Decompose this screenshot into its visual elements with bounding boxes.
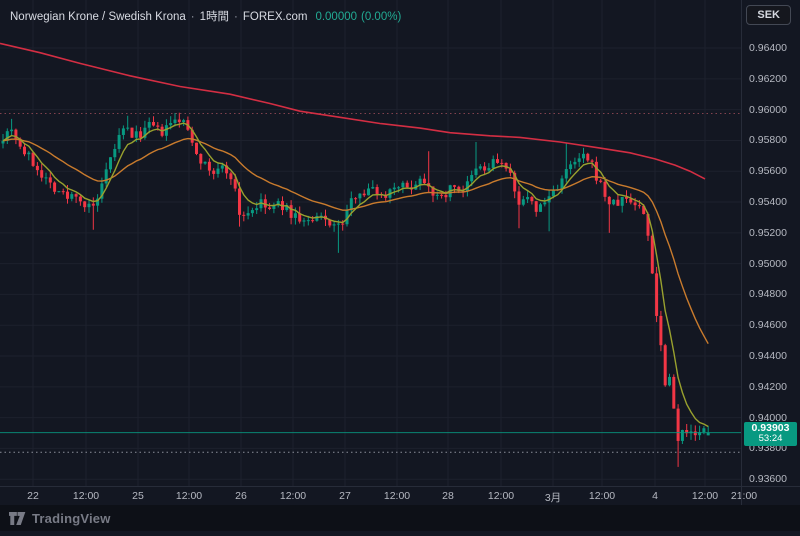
time-axis[interactable]: 22 12:00 25 12:00 26 12:00 27 12:00 28 12:00 3月 12:…	[0, 486, 800, 506]
time-tick-label: 12:00	[691, 490, 719, 502]
current-price-value: 0.93903	[751, 421, 790, 434]
time-tick-label: 25	[132, 490, 144, 502]
price-tick-label: 0.95800	[749, 134, 787, 147]
fast-ma-line	[2, 122, 709, 428]
price-tick-label: 0.96200	[749, 72, 787, 85]
legend-separator: ·	[234, 11, 238, 23]
data-source-label: FOREX.com	[242, 11, 308, 23]
symbol-title[interactable]: Norwegian Krone / Swedish Krona	[10, 11, 186, 23]
price-tick-label: 0.94000	[749, 411, 787, 424]
price-tick-label: 0.95400	[749, 196, 787, 209]
price-tick-label: 0.94400	[749, 350, 787, 363]
price-tick-label: 0.94600	[749, 319, 787, 332]
price-tick-label: 0.95600	[749, 165, 787, 178]
time-tick-label: 3月	[544, 492, 562, 504]
price-tick-label: 0.93600	[749, 473, 787, 486]
long-ma-line	[0, 42, 706, 180]
time-tick-label: 26	[235, 490, 247, 502]
price-axis[interactable]: 0.96400 0.96200 0.96000 0.95800 0.95600 0.954…	[741, 0, 800, 505]
currency-toggle-button[interactable]: SEK	[746, 5, 791, 25]
candlestick-series	[1, 112, 710, 467]
bar-countdown-timer: 53:24	[758, 432, 783, 444]
tradingview-attribution-text[interactable]: TradingView	[32, 510, 111, 526]
attribution-bar: TradingView	[0, 505, 800, 531]
tradingview-logo-icon[interactable]	[9, 511, 26, 526]
time-tick-label: 21:00	[730, 490, 758, 502]
time-tick-label: 28	[442, 490, 454, 502]
time-tick-label: 22	[27, 490, 39, 502]
price-tick-label: 0.94800	[749, 288, 787, 301]
time-tick-label: 12:00	[175, 490, 203, 502]
price-tick-label: 0.94200	[749, 380, 787, 393]
time-tick-label: 12:00	[588, 490, 616, 502]
time-tick-label: 12:00	[383, 490, 411, 502]
price-tick-label: 0.95000	[749, 257, 787, 270]
price-change-value: 0.00000	[315, 11, 358, 23]
time-tick-label: 27	[339, 490, 351, 502]
price-tick-label: 0.96000	[749, 103, 787, 116]
current-price-badge: 0.93903 53:24	[744, 421, 797, 446]
price-change-percent: (0.00%)	[361, 11, 402, 23]
chart-canvas[interactable]	[0, 0, 741, 486]
chart-legend: Norwegian Krone / Swedish Krona · 1時間 · FORE…	[10, 8, 401, 24]
time-tick-label: 12:00	[72, 490, 100, 502]
time-tick-label: 4	[652, 490, 658, 502]
price-tick-label: 0.96400	[749, 42, 787, 55]
interval-label[interactable]: 1時間	[199, 11, 230, 23]
price-tick-label: 0.95200	[749, 226, 787, 239]
time-tick-label: 12:00	[279, 490, 307, 502]
legend-separator: ·	[190, 11, 195, 23]
time-tick-label: 12:00	[487, 490, 515, 502]
